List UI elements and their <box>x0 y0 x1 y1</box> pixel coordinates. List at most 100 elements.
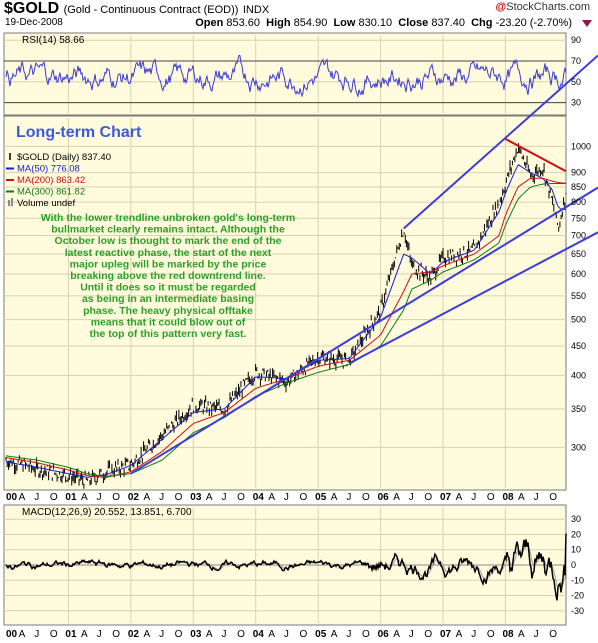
price-tick-label: 500 <box>571 315 586 325</box>
x-tick-label: J <box>534 492 539 503</box>
price-tick-label: 900 <box>571 168 586 178</box>
symbol-description: (Gold - Continuous Contract (EOD)) <box>63 4 239 16</box>
x-tick-label: J <box>409 629 414 640</box>
macd-tick-label: 0 <box>571 560 576 570</box>
open-label: Open <box>195 17 224 29</box>
x-tick-label: 06 <box>378 492 390 503</box>
x-tick-label: O <box>549 629 557 640</box>
x-tick-label: A <box>268 629 275 640</box>
x-tick-label: O <box>362 492 370 503</box>
x-tick-label: A <box>456 629 463 640</box>
low-label: Low <box>333 17 356 29</box>
x-tick-label: O <box>237 629 245 640</box>
x-tick-label: 03 <box>190 492 202 503</box>
annotation-line: Until it does so it must be regarded <box>80 282 256 294</box>
annotation-line: major upleg will be marked by the price <box>70 258 267 270</box>
annotation-line: as being in an intermediate basing <box>82 293 254 305</box>
x-tick-label: A <box>456 492 463 503</box>
x-tick-label: O <box>175 629 183 640</box>
x-tick-label: O <box>424 629 432 640</box>
x-tick-label: O <box>112 629 120 640</box>
x-tick-label: O <box>549 492 557 503</box>
trendlines <box>130 54 598 475</box>
x-tick-label: J <box>159 629 164 640</box>
symbol-title: $GOLD (Gold - Continuous Contract (EOD))… <box>4 0 269 18</box>
price-tick-label: 1000 <box>571 141 591 151</box>
x-tick-label: 08 <box>502 492 514 503</box>
x-tick-label: J <box>409 492 414 503</box>
annotation-line: means that it could blow out of <box>91 316 246 328</box>
high-value: 854.90 <box>293 17 328 29</box>
rsi-tick-label: 30 <box>571 98 581 108</box>
price-tick-label: 600 <box>571 269 586 279</box>
annotation-line: October low is thought to mark the end o… <box>55 235 282 247</box>
x-tick-label: A <box>331 492 338 503</box>
chart-title: Long-term Chart <box>16 124 142 141</box>
x-tick-label: O <box>300 492 308 503</box>
chart-date: 19-Dec-2008 <box>5 17 63 28</box>
trendline-lower <box>348 231 598 365</box>
legend-volume-icon <box>8 200 10 206</box>
annotation-text: With the lower trendline unbroken gold's… <box>41 212 295 340</box>
x-tick-label: O <box>175 492 183 503</box>
x-tick-label: 00 <box>6 492 18 503</box>
rsi-line <box>5 54 567 98</box>
x-tick-label: A <box>81 492 88 503</box>
x-tick-label: J <box>471 629 476 640</box>
x-tick-label: A <box>393 492 400 503</box>
price-tick-label: 450 <box>571 341 586 351</box>
legend-entry: MA(200) 863.42 <box>17 175 85 186</box>
trendline-downtrend <box>504 138 567 173</box>
x-tick-label: A <box>19 492 26 503</box>
price-tick-label: 300 <box>571 442 586 452</box>
x-tick-label: J <box>159 492 164 503</box>
x-tick-label: O <box>300 629 308 640</box>
x-tick-label: 05 <box>315 629 327 640</box>
exchange: INDX <box>242 4 270 16</box>
x-tick-label: 03 <box>190 629 202 640</box>
x-tick-label: O <box>362 629 370 640</box>
chg-value: -23.20 (-2.70%) <box>495 17 572 29</box>
legend-entry: Volume undef <box>17 198 75 209</box>
x-tick-label: A <box>268 492 275 503</box>
gridlines <box>4 35 566 623</box>
rsi-tick-label: 50 <box>571 77 581 87</box>
x-tick-label: 05 <box>315 492 327 503</box>
x-tick-label: A <box>81 629 88 640</box>
x-tick-label: J <box>534 629 539 640</box>
macd-tick-label: 10 <box>571 545 581 555</box>
x-tick-label: O <box>50 492 58 503</box>
x-tick-label: O <box>237 492 245 503</box>
site-logo-icon: @ <box>495 1 507 13</box>
rsi-panel <box>3 32 567 116</box>
x-tick-label: J <box>284 492 289 503</box>
macd-label: MACD(12,26,9) 20.552, 13.851, 6.700 <box>22 507 192 518</box>
x-tick-label: O <box>487 629 495 640</box>
low-value: 830.10 <box>358 17 393 29</box>
annotation-line: breaking above the red downtrend line. <box>70 270 266 282</box>
x-tick-label: J <box>222 492 227 503</box>
symbol: $GOLD <box>4 0 60 17</box>
site-credit[interactable]: @StockCharts.com <box>496 1 590 13</box>
macd-tick-label: 20 <box>571 529 581 539</box>
x-tick-label: A <box>19 629 26 640</box>
site-name: StockCharts.com <box>506 1 590 13</box>
rsi-path <box>5 54 567 98</box>
high-label: High <box>266 17 291 29</box>
trendline-middle <box>130 186 598 475</box>
price-tick-label: 800 <box>571 197 586 207</box>
macd-tick-label: 30 <box>571 514 581 524</box>
x-tick-label: 07 <box>440 629 452 640</box>
x-tick-label: A <box>143 629 150 640</box>
price-tick-label: 700 <box>571 231 586 241</box>
price-tick-label: 350 <box>571 404 586 414</box>
price-tick-label: 850 <box>571 182 586 192</box>
x-tick-label: A <box>206 629 213 640</box>
x-tick-label: J <box>222 629 227 640</box>
macd-tick-label: -30 <box>571 606 584 616</box>
menu-dropdown-icon[interactable] <box>582 20 592 27</box>
x-tick-label: J <box>34 492 39 503</box>
x-tick-label: A <box>518 492 525 503</box>
x-tick-label: 00 <box>6 629 18 640</box>
